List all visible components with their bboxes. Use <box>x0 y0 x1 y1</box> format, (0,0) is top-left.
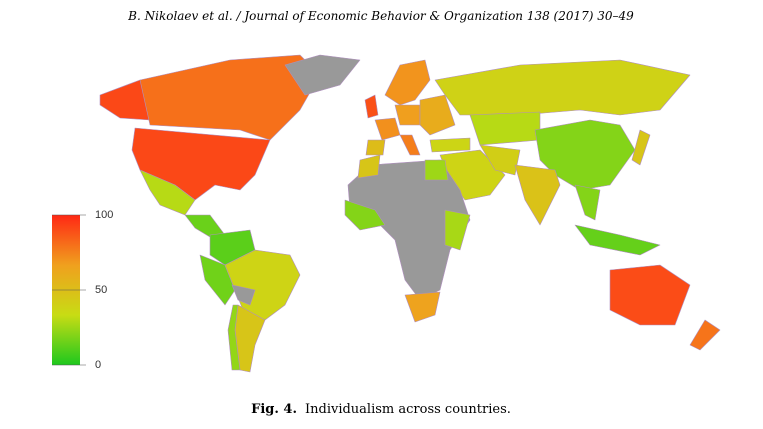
country <box>374 117 401 141</box>
running-header: B. Nikolaev et al. / Journal of Economic… <box>127 9 634 23</box>
country <box>469 111 541 146</box>
country <box>689 319 721 351</box>
colorbar-tick-label: 0 <box>95 359 101 371</box>
country <box>479 144 521 176</box>
country <box>364 94 379 119</box>
country <box>384 59 431 106</box>
country <box>231 284 256 306</box>
country <box>365 139 386 156</box>
country <box>419 94 456 136</box>
country <box>424 159 449 181</box>
world-map <box>99 54 721 373</box>
country <box>404 291 441 323</box>
country <box>139 54 321 141</box>
caption-text: Individualism across countries. <box>305 402 511 417</box>
country <box>434 59 691 116</box>
country <box>429 137 471 153</box>
country <box>631 129 651 166</box>
country <box>131 127 271 201</box>
country <box>199 254 236 306</box>
country <box>534 119 636 191</box>
country <box>609 264 691 326</box>
country <box>357 154 381 179</box>
colorbar-ticks: 0 50 100 <box>52 209 113 371</box>
colorbar-tick-label: 100 <box>95 209 113 221</box>
caption-label: Fig. 4. <box>251 402 297 417</box>
country <box>399 134 421 156</box>
colorbar-tick-label: 50 <box>95 284 107 296</box>
country <box>344 199 386 231</box>
country <box>574 184 601 221</box>
country <box>514 164 561 226</box>
country <box>284 54 361 96</box>
country <box>574 224 661 256</box>
country <box>227 304 241 371</box>
caption: Fig. 4. Individualism across countries. <box>251 402 511 417</box>
country <box>394 104 421 126</box>
country <box>444 209 471 251</box>
